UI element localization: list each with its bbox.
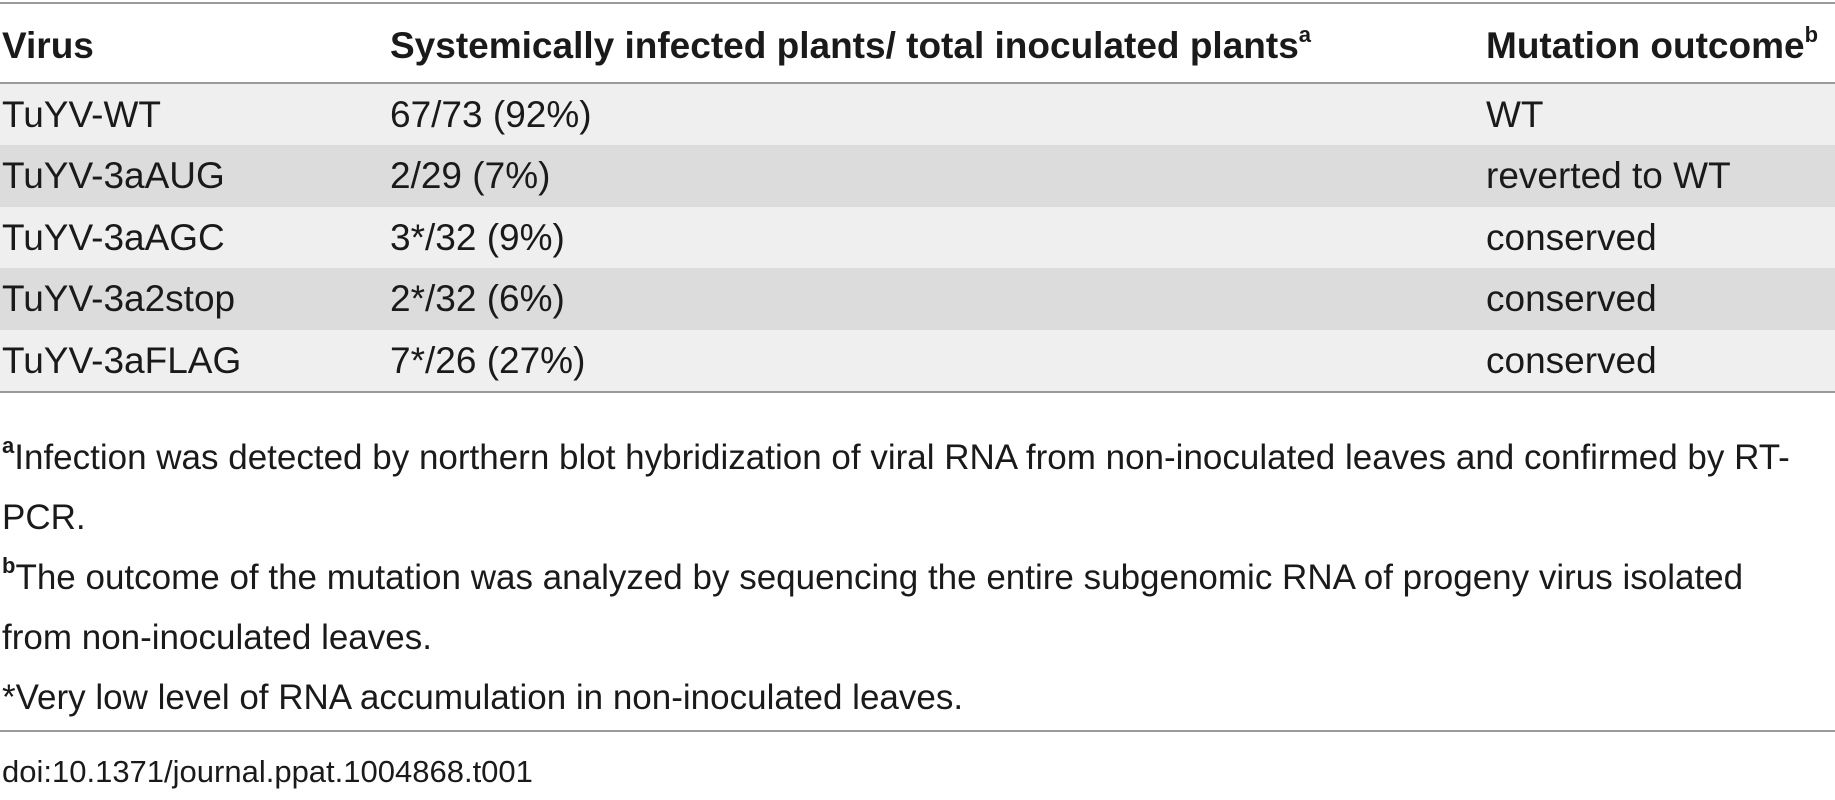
cell-virus: TuYV-3a2stop xyxy=(2,278,236,320)
cell-virus: TuYV-3aAUG xyxy=(2,155,225,197)
table-body: TuYV-WT 67/73 (92%) WT TuYV-3aAUG 2/29 (… xyxy=(0,84,1835,391)
doi-text[interactable]: doi:10.1371/journal.ppat.1004868.t001 xyxy=(2,754,533,789)
header-virus: Virus xyxy=(2,25,94,66)
table-row: TuYV-WT 67/73 (92%) WT xyxy=(0,84,1835,146)
cell-mutation: reverted to WT xyxy=(1486,155,1731,197)
cell-infected: 7*/26 (27%) xyxy=(390,339,586,381)
table-row: TuYV-3a2stop 2*/32 (6%) conserved xyxy=(0,268,1835,330)
table-bottom-rule xyxy=(0,391,1835,393)
header-infected-plants: Systemically infected plants/ total inoc… xyxy=(390,22,1312,67)
cell-virus: TuYV-3aAGC xyxy=(2,216,225,258)
header-mutation-outcome: Mutation outcomeb xyxy=(1486,22,1819,67)
cell-virus: TuYV-3aFLAG xyxy=(2,339,242,381)
footnote-b-marker: b xyxy=(2,553,16,578)
cell-infected: 3*/32 (9%) xyxy=(390,216,565,258)
cell-mutation: conserved xyxy=(1486,339,1657,381)
footnote-b-text: The outcome of the mutation was analyzed… xyxy=(2,558,1744,657)
cell-mutation: conserved xyxy=(1486,216,1657,258)
table-row: TuYV-3aAUG 2/29 (7%) reverted to WT xyxy=(0,145,1835,207)
table-row: TuYV-3aFLAG 7*/26 (27%) conserved xyxy=(0,329,1835,391)
cell-infected: 2*/32 (6%) xyxy=(390,278,565,320)
cell-infected: 67/73 (92%) xyxy=(390,94,592,135)
doi-rule xyxy=(0,730,1835,732)
footnote-a-text: Infection was detected by northern blot … xyxy=(2,438,1790,537)
cell-mutation: conserved xyxy=(1486,278,1657,320)
table-row: TuYV-3aAGC 3*/32 (9%) conserved xyxy=(0,206,1835,269)
footnote-b: bThe outcome of the mutation was analyze… xyxy=(2,548,1822,668)
footnote-a: aInfection was detected by northern blot… xyxy=(2,428,1822,548)
cell-mutation: WT xyxy=(1486,94,1544,135)
table-footnotes: aInfection was detected by northern blot… xyxy=(2,428,1822,728)
table-header-row: Virus Systemically infected plants/ tota… xyxy=(0,4,1835,82)
cell-infected: 2/29 (7%) xyxy=(390,155,551,197)
footnote-a-marker: a xyxy=(2,433,15,458)
footnote-star: *Very low level of RNA accumulation in n… xyxy=(2,678,964,717)
header-footnote-marker-a: a xyxy=(1298,22,1312,47)
table-header-rule xyxy=(0,82,1835,84)
table-top-rule xyxy=(0,2,1835,4)
header-footnote-marker-b: b xyxy=(1804,22,1819,47)
cell-virus: TuYV-WT xyxy=(2,94,161,135)
